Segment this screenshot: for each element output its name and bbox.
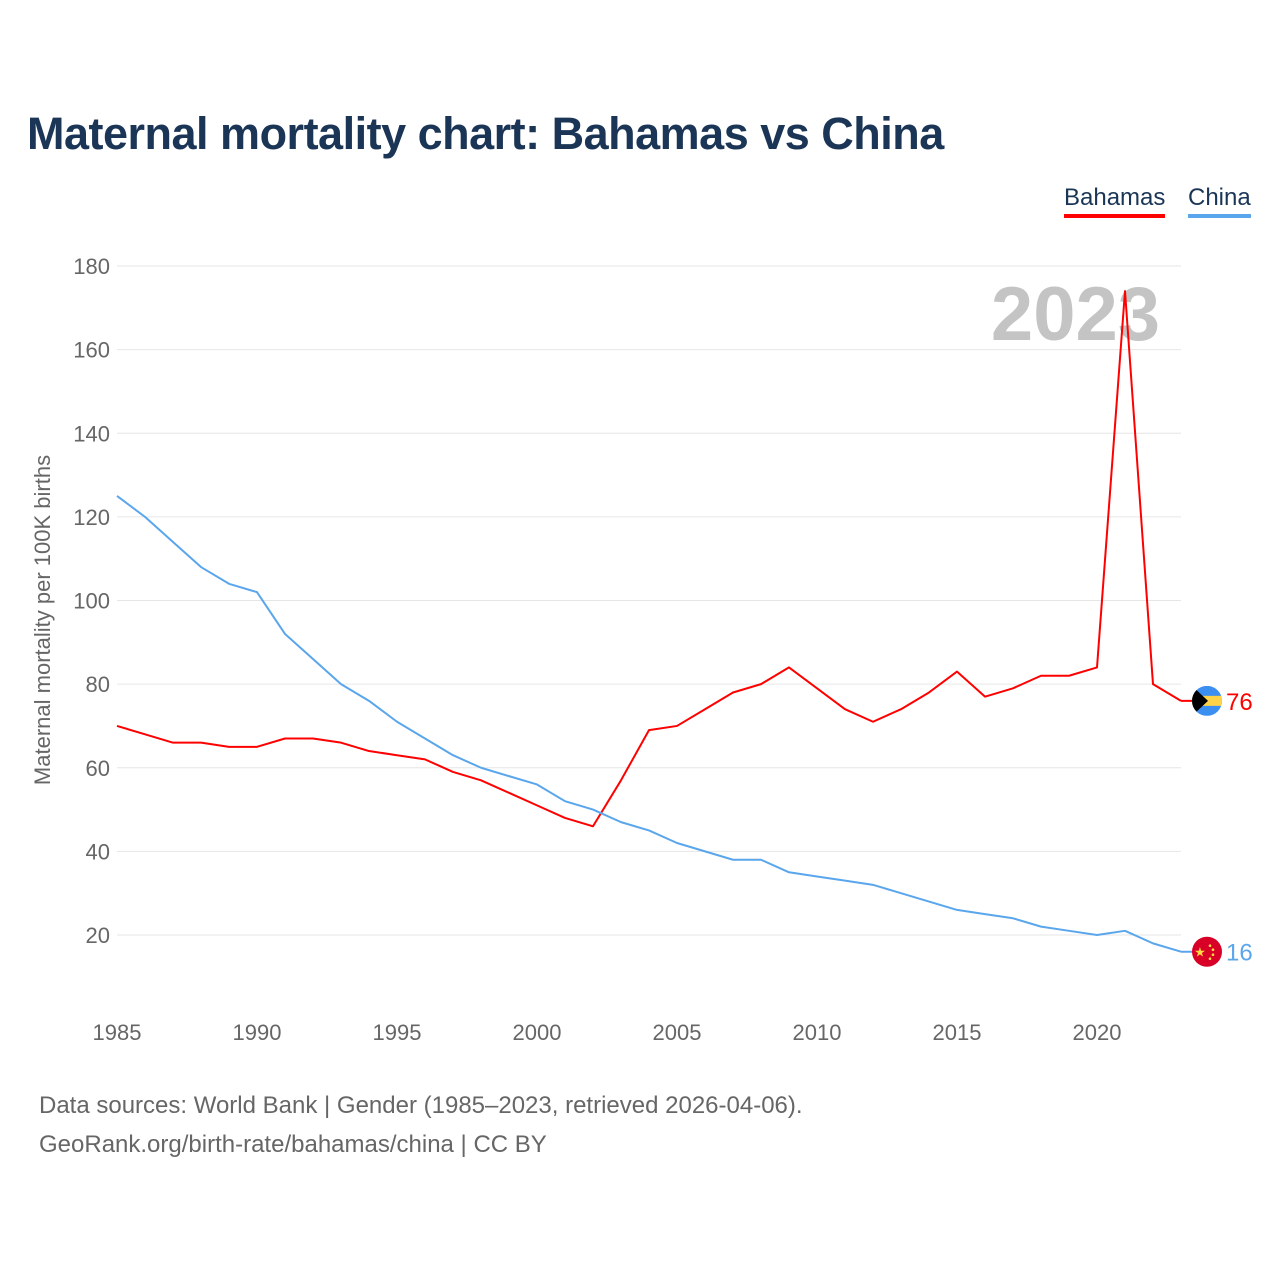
- y-tick-label: 40: [86, 839, 110, 864]
- data-source: Data sources: World Bank | Gender (1985–…: [39, 1092, 803, 1119]
- year-watermark: 2023: [991, 272, 1160, 357]
- x-tick-label: 2010: [793, 1020, 842, 1045]
- attribution[interactable]: GeoRank.org/birth-rate/bahamas/china | C…: [39, 1131, 547, 1158]
- legend-bahamas[interactable]: Bahamas: [1064, 184, 1166, 218]
- x-tick-label: 1995: [373, 1020, 422, 1045]
- x-tick-label: 2015: [933, 1020, 982, 1045]
- x-tick-label: 2005: [653, 1020, 702, 1045]
- y-tick-label: 160: [73, 338, 110, 363]
- series-line-bahamas: [116, 290, 1182, 828]
- y-tick-label: 60: [86, 756, 110, 781]
- y-tick-label: 120: [73, 505, 110, 530]
- legend-china[interactable]: China: [1188, 184, 1251, 218]
- x-tick-label: 2020: [1073, 1020, 1122, 1045]
- chart-title: Maternal mortality chart: Bahamas vs Chi…: [27, 108, 944, 159]
- y-axis-label: Maternal mortality per 100K births: [30, 455, 55, 785]
- china-flag-icon: ★: [1192, 936, 1222, 967]
- y-tick-label: 140: [73, 421, 110, 446]
- x-tick-label: 1990: [233, 1020, 282, 1045]
- y-tick-label: 80: [86, 672, 110, 697]
- y-tick-label: 180: [73, 254, 110, 279]
- series-line-china: [116, 495, 1182, 953]
- x-tick-label: 1985: [93, 1020, 142, 1045]
- y-tick-label: 20: [86, 923, 110, 948]
- y-tick-label: 100: [73, 589, 110, 614]
- end-value-label: 76: [1226, 689, 1253, 716]
- svg-text:★: ★: [1194, 945, 1206, 960]
- x-tick-label: 2000: [513, 1020, 562, 1045]
- bahamas-flag-icon: [1192, 685, 1222, 716]
- end-value-label: 16: [1226, 940, 1253, 967]
- footer: Data sources: World Bank | Gender (1985–…: [39, 1086, 803, 1164]
